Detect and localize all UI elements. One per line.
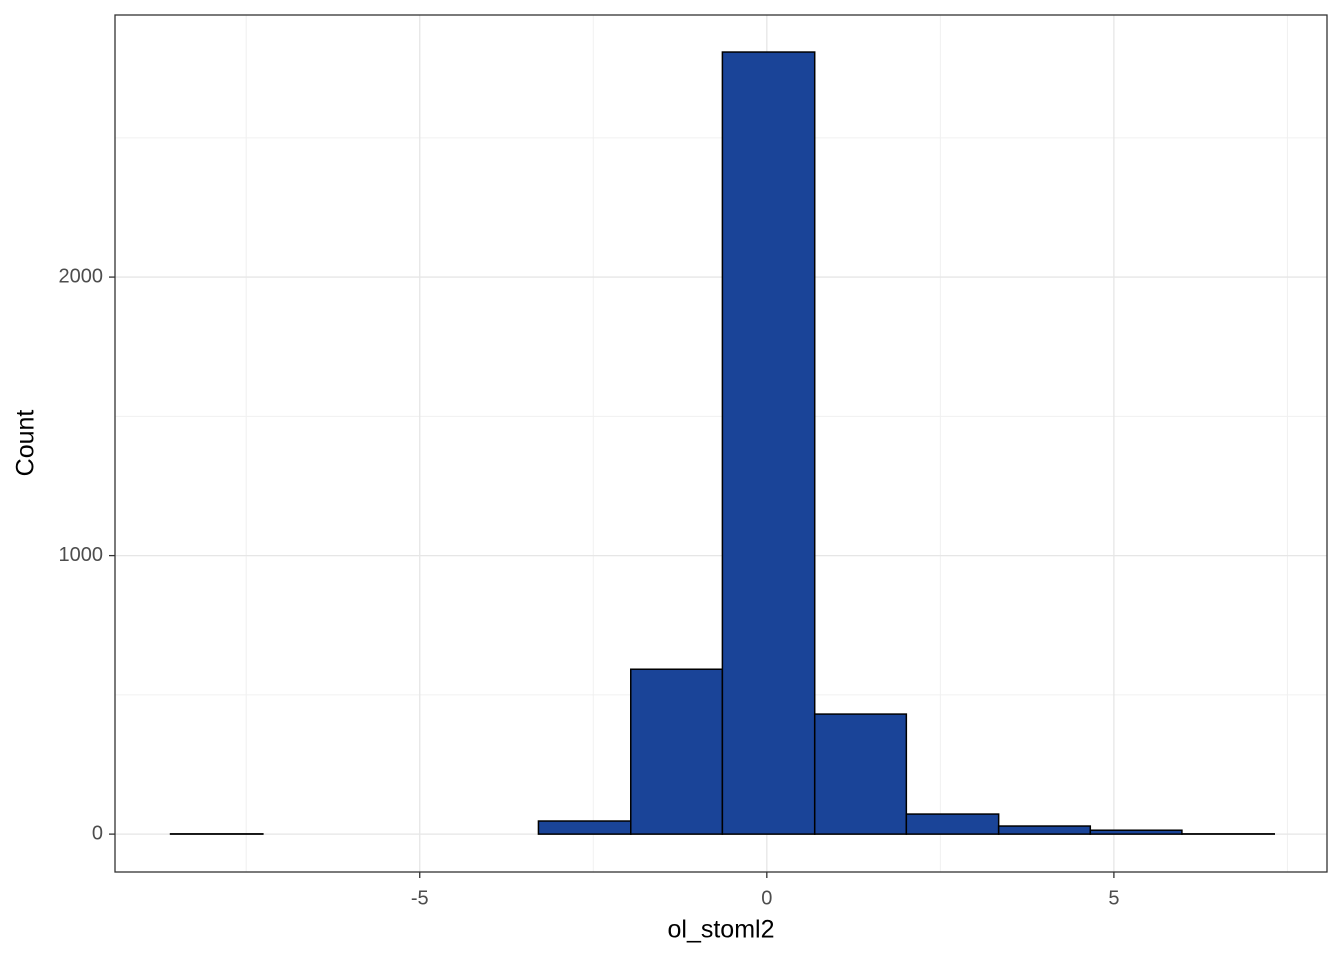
bar — [721, 51, 816, 835]
bar — [537, 820, 632, 835]
x-tick-label: 0 — [761, 887, 772, 909]
x-axis-title: ol_stoml2 — [668, 916, 775, 944]
x-tick-label: -5 — [411, 887, 429, 909]
y-tick-label: 0 — [92, 822, 103, 844]
bar — [630, 668, 724, 835]
y-tick-label: 2000 — [59, 265, 104, 287]
y-tick-label: 1000 — [59, 544, 104, 566]
x-tick-label: 5 — [1108, 887, 1119, 909]
bar — [905, 813, 1000, 835]
bar — [813, 713, 908, 835]
panel-border — [114, 14, 1328, 873]
y-axis-title: Count — [12, 410, 40, 477]
bar — [1089, 829, 1183, 835]
bar — [997, 825, 1092, 835]
